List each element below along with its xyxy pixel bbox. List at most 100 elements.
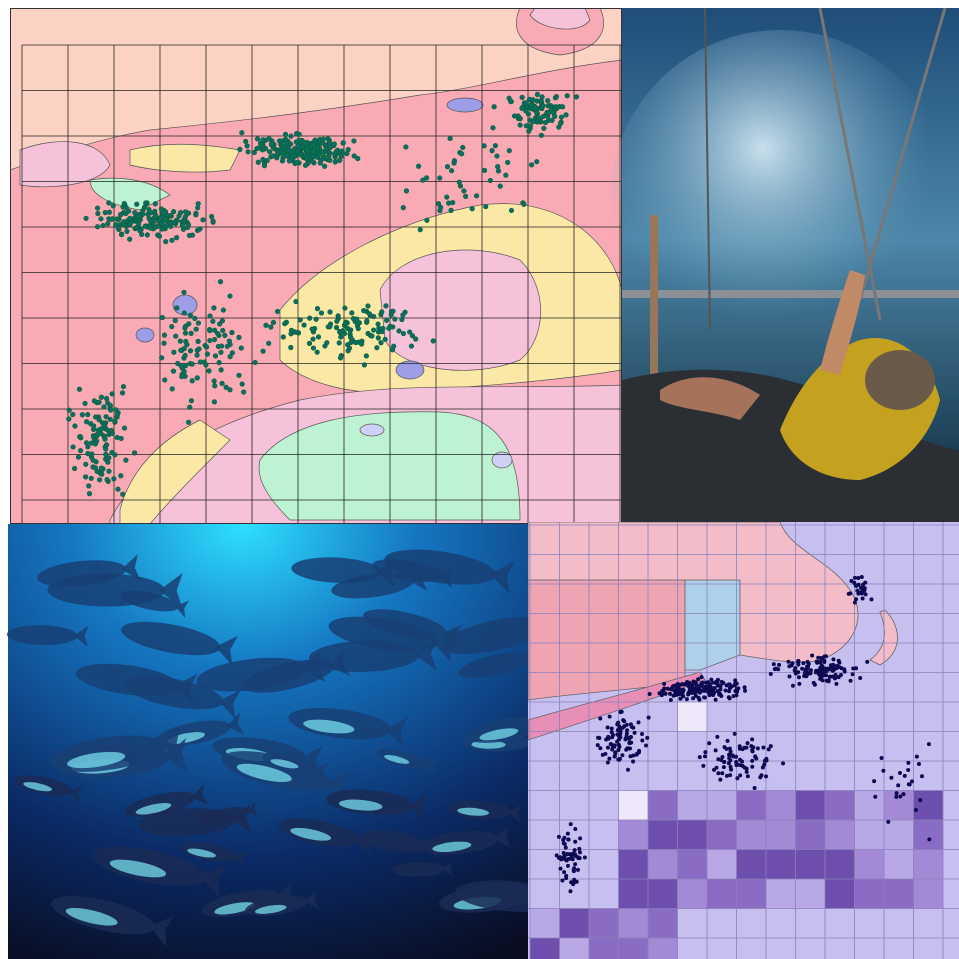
sighting-dot: [314, 349, 320, 355]
sighting-dot: [668, 698, 673, 703]
sighting-dot: [302, 162, 309, 168]
sighting-dot: [252, 359, 258, 366]
sighting-dot: [552, 113, 558, 120]
sighting-dot: [77, 434, 84, 440]
sighting-dot: [181, 289, 187, 295]
sighting-dot: [118, 473, 124, 479]
sighting-dot: [523, 100, 529, 106]
sighting-dot: [195, 338, 201, 344]
sighting-dot: [636, 720, 641, 725]
density-cell: [795, 790, 825, 820]
sighting-dot: [727, 689, 732, 694]
sighting-dot: [158, 206, 164, 212]
sighting-dot: [609, 742, 614, 747]
fish-tail: [218, 689, 241, 720]
sighting-dot: [563, 112, 569, 118]
sighting-dot: [318, 310, 325, 316]
sighting-dot: [735, 776, 740, 781]
sighting-dot: [295, 143, 301, 149]
sighting-dot: [617, 744, 622, 749]
sighting-dot: [620, 725, 625, 730]
sighting-dot: [430, 338, 436, 344]
sighting-dot: [170, 368, 177, 374]
sighting-dot: [270, 145, 277, 151]
fish-tail: [231, 803, 252, 834]
sighting-dot: [545, 113, 551, 119]
sighting-dot: [187, 312, 194, 318]
sighting-dot: [260, 156, 266, 163]
sighting-dot: [573, 827, 578, 832]
fish: [93, 846, 227, 898]
density-cells: [530, 702, 943, 959]
sighting-dot: [727, 746, 732, 751]
sighting-dot: [148, 225, 154, 231]
sighting-dot: [573, 94, 580, 100]
density-cell: [648, 820, 678, 850]
sighting-dot: [241, 389, 247, 395]
spray: [610, 30, 950, 370]
sighting-dot: [161, 332, 168, 338]
sighting-dot: [631, 753, 636, 758]
zone: [119, 419, 231, 524]
sighting-dot: [85, 450, 91, 457]
sighting-dot: [686, 690, 691, 695]
rail: [622, 290, 959, 298]
zone: [395, 360, 425, 380]
sighting-dot: [709, 677, 714, 682]
density-cell: [648, 790, 678, 820]
sighting-dot: [732, 731, 737, 736]
sighting-dot: [123, 457, 129, 463]
sighting-dot: [723, 688, 728, 693]
sighting-dot: [624, 734, 629, 739]
fish-glint: [67, 751, 126, 769]
sighting-dot: [827, 674, 832, 679]
sighting-dot: [104, 442, 110, 448]
sighting-dot: [534, 91, 541, 98]
sighting-dot: [830, 663, 835, 668]
fish-tail: [200, 864, 227, 898]
sighting-dot: [131, 450, 138, 456]
sighting-dot: [187, 404, 193, 410]
fishing-photo: [610, 7, 959, 522]
density-cell: [677, 790, 707, 820]
fish-tail: [490, 560, 515, 595]
sighting-dot: [897, 771, 902, 776]
sighting-dot: [185, 419, 192, 425]
sighting-dot: [106, 468, 112, 474]
fish-tail: [159, 725, 185, 761]
sighting-dot: [560, 878, 565, 883]
sighting-dot: [562, 870, 567, 875]
sighting-dot: [274, 152, 280, 158]
sighting-dot: [521, 201, 527, 207]
sighting-dot: [668, 691, 673, 696]
sighting-dot: [553, 93, 560, 100]
sighting-dot: [492, 143, 499, 149]
sighting-dot: [179, 373, 185, 380]
density-cell: [677, 702, 707, 732]
sighting-dot: [463, 193, 469, 199]
sighting-dot: [161, 340, 167, 346]
sighting-dot: [820, 668, 825, 673]
fish-body: [442, 616, 547, 654]
fish: [37, 554, 141, 587]
sighting-dot: [566, 837, 571, 842]
fish-glint: [457, 807, 490, 816]
sighting-dot: [647, 691, 652, 696]
sighting-dot: [415, 163, 422, 169]
sighting-dot: [334, 318, 340, 324]
sighting-dot: [534, 159, 540, 165]
sighting-dot: [160, 211, 166, 217]
sighting-dot: [495, 168, 502, 174]
sighting-dot: [207, 337, 213, 344]
sighting-dot: [408, 343, 415, 349]
sighting-dot: [549, 117, 555, 123]
sighting-dot: [333, 324, 340, 331]
fish-glint: [23, 782, 53, 792]
sighting-dot: [760, 765, 765, 770]
sighting-dot: [737, 744, 742, 749]
sighting-dot: [616, 757, 621, 762]
sighting-dot: [294, 329, 300, 335]
sighting-dot: [94, 205, 101, 211]
sighting-dot: [869, 597, 874, 602]
sighting-dot: [561, 856, 566, 861]
